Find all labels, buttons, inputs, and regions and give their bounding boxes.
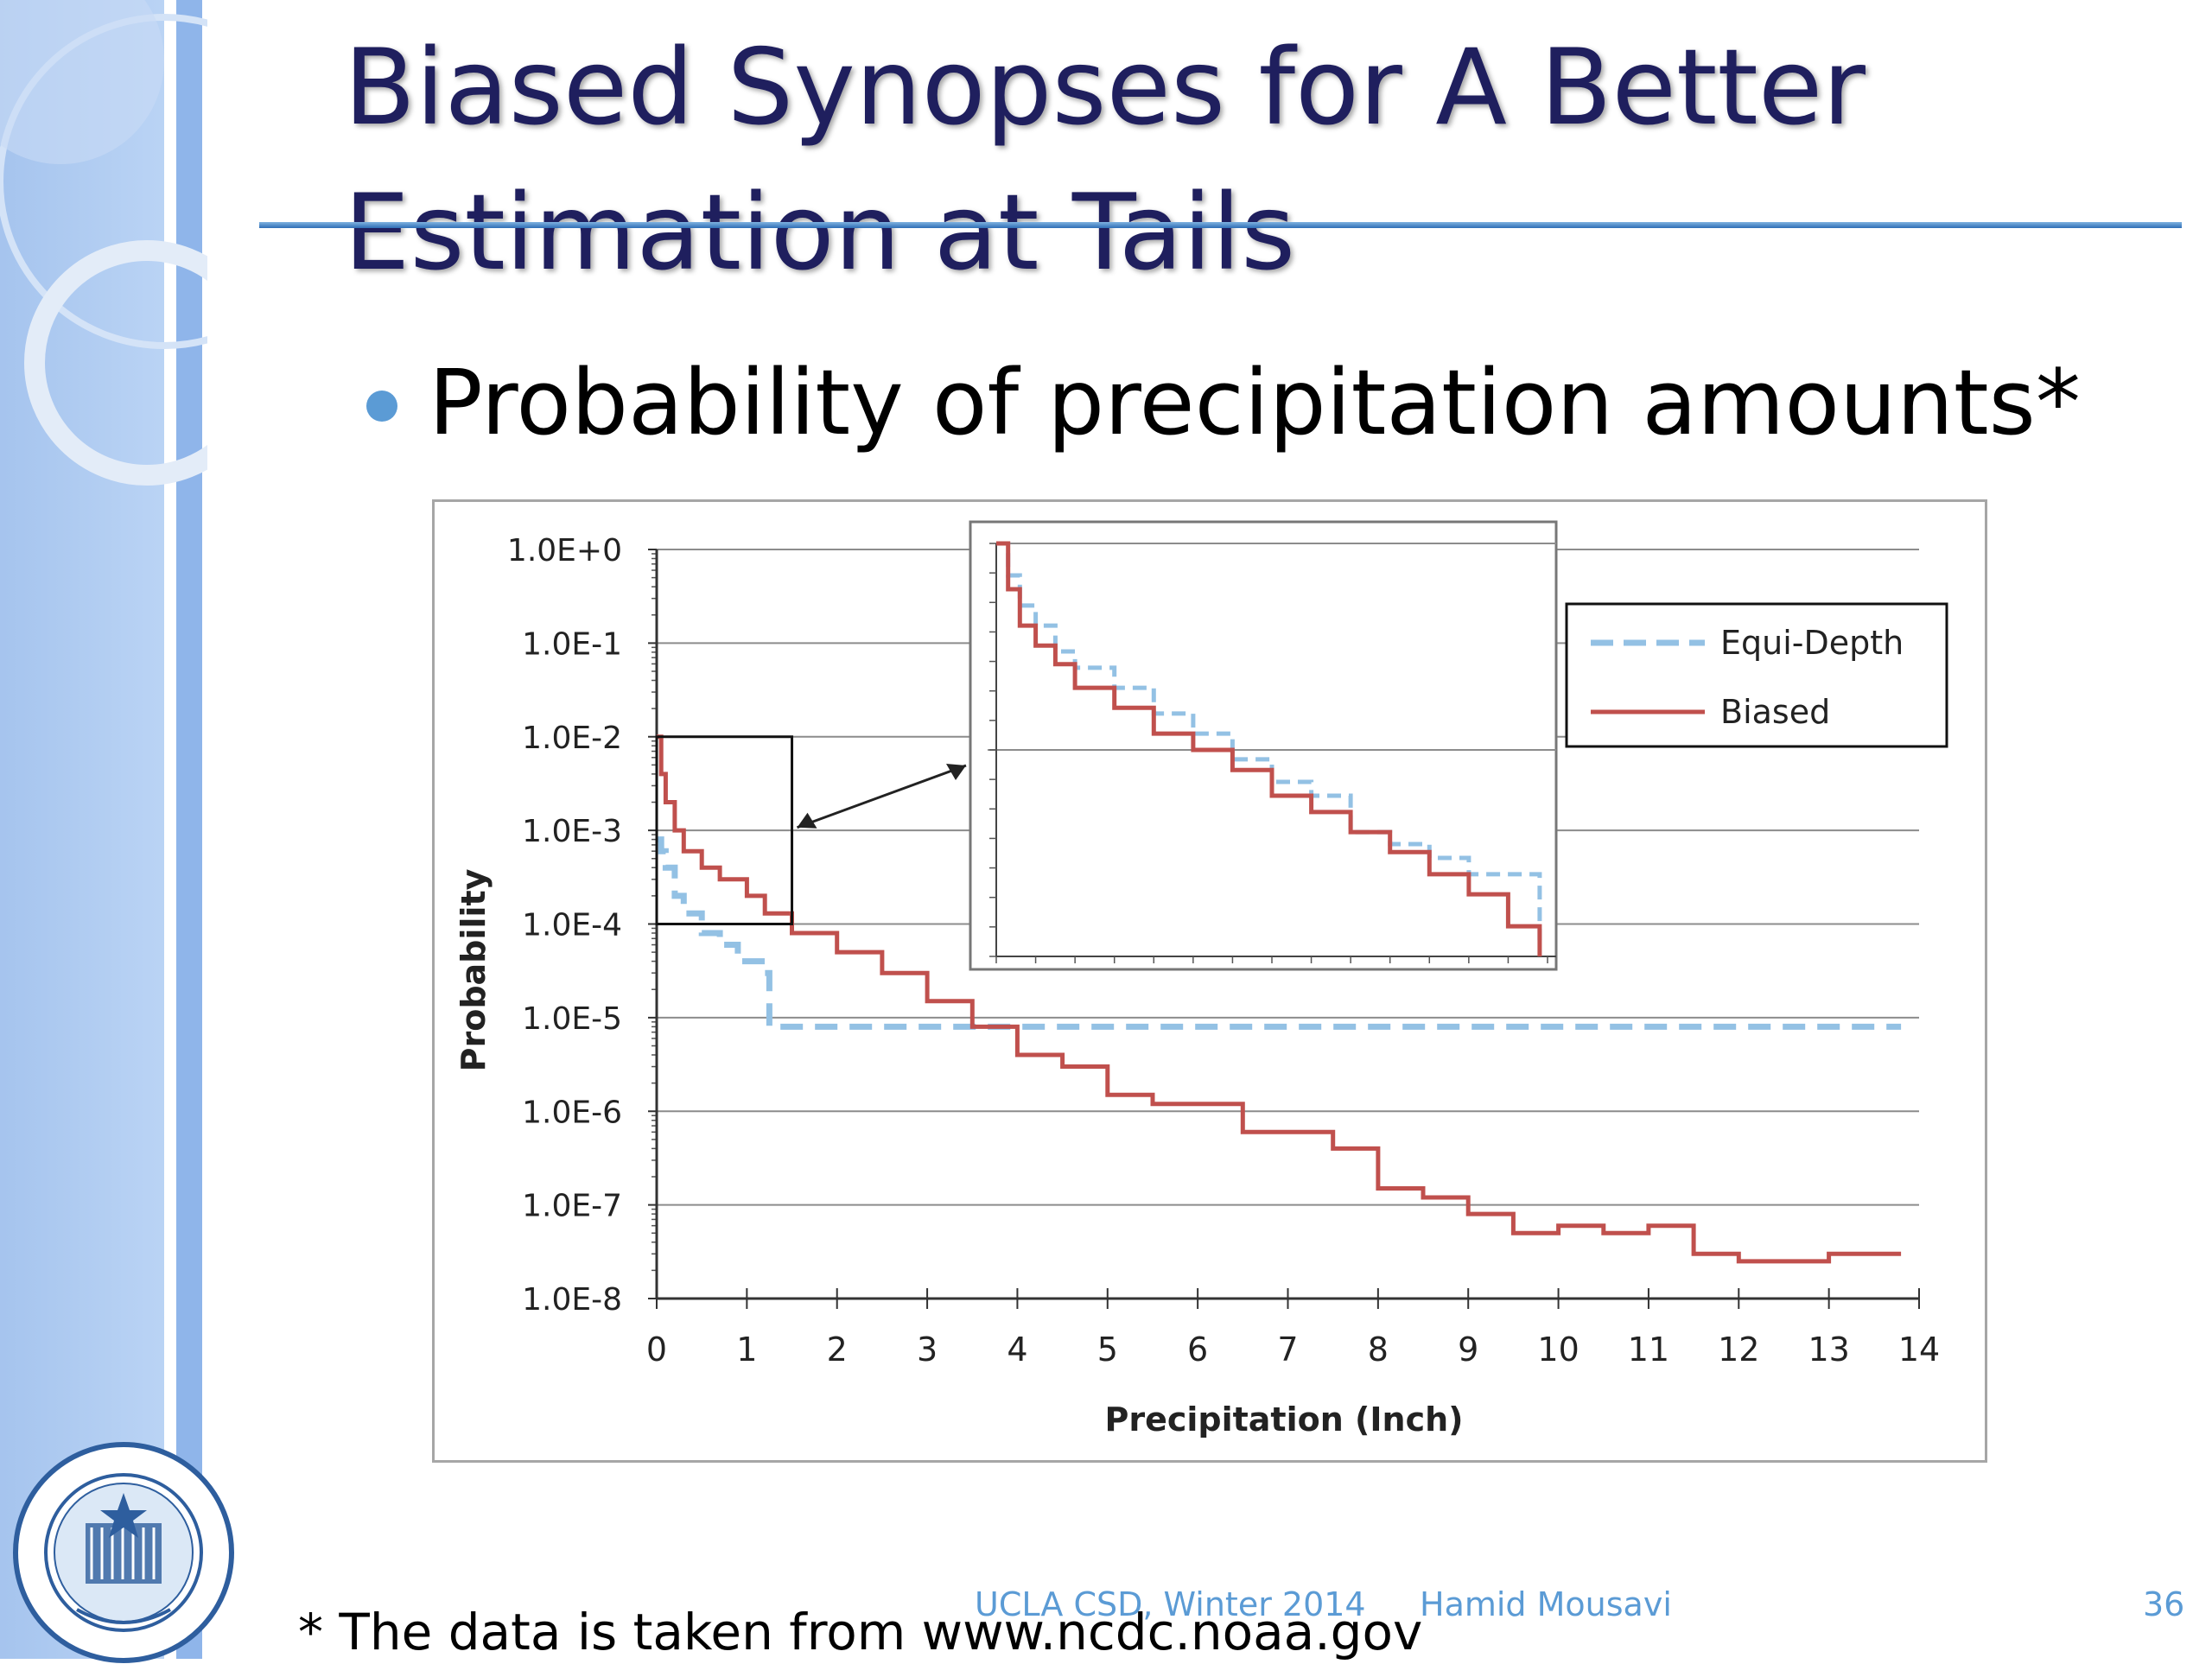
y-tick-label: 1.0E-2: [522, 721, 622, 756]
legend-label: Biased: [1720, 693, 1830, 731]
y-tick-label: 1.0E-4: [522, 908, 622, 943]
inset-biased-line: [996, 541, 1542, 956]
y-tick-label: 1.0E-7: [522, 1189, 622, 1224]
x-tick-label: 11: [1628, 1331, 1669, 1369]
bullet-point-icon: [366, 391, 397, 422]
zoom-annotation: [655, 735, 967, 925]
x-tick-label: 13: [1808, 1331, 1849, 1369]
slide-title-line2: Estimation at Tails: [344, 172, 1296, 294]
biased-line: [657, 734, 1902, 1264]
zoom-arrow-tail: [797, 812, 817, 829]
x-tick-label: 3: [917, 1331, 938, 1369]
y-tick-label: 1.0E-1: [522, 626, 622, 662]
slide-title-line1: Biased Synopses for A Better: [344, 27, 1866, 149]
x-tick-label: 1: [736, 1331, 757, 1369]
y-tick-label: 1.0E-8: [522, 1282, 622, 1318]
footer-author: Hamid Mousavi: [1420, 1585, 1672, 1623]
decorative-circle-medium: [24, 240, 207, 486]
x-tick-label: 7: [1277, 1331, 1298, 1369]
x-tick-label: 4: [1007, 1331, 1027, 1369]
inset-frame: [969, 520, 1558, 971]
x-tick-label: 14: [1898, 1331, 1940, 1369]
y-tick-label: 1.0E+0: [507, 533, 622, 568]
decorative-sidebar: [0, 0, 207, 1659]
bullet-text: Probability of precipitation amounts*: [429, 350, 2081, 455]
slide-title: Biased Synopses for A Better Estimation …: [344, 16, 2158, 306]
x-tick-label: 9: [1458, 1331, 1478, 1369]
zoom-arrow: [797, 764, 967, 829]
inset-chart: [969, 520, 1558, 971]
x-tick-label: 12: [1718, 1331, 1759, 1369]
footer-course: UCLA CSD, Winter 2014: [975, 1585, 1366, 1623]
x-tick-label: 2: [827, 1331, 848, 1369]
page-number: 36: [2143, 1585, 2185, 1623]
university-seal-logo: [13, 1442, 234, 1663]
zoom-box: [655, 735, 794, 925]
x-tick-label: 6: [1187, 1331, 1208, 1369]
y-axis-title: Probability: [454, 868, 493, 1071]
x-tick-label: 5: [1097, 1331, 1118, 1369]
chart-legend: Equi-Depth Biased: [1565, 602, 1948, 748]
legend-box: [1565, 602, 1948, 748]
title-divider: [259, 222, 2182, 228]
y-tick-label: 1.0E-5: [522, 1001, 622, 1037]
y-tick-label: 1.0E-3: [522, 814, 622, 849]
zoom-arrow-head: [946, 764, 966, 780]
decorative-circle-large: [0, 14, 207, 349]
x-tick-label: 8: [1368, 1331, 1389, 1369]
x-axis-title: Precipitation (Inch): [1104, 1400, 1463, 1439]
footnote: * The data is taken from www.ncdc.noaa.g…: [298, 1603, 1423, 1661]
decorative-circle-small: [0, 0, 164, 164]
y-tick-label: 1.0E-6: [522, 1095, 622, 1130]
precipitation-chart: 1.0E+0 1.0E-1 1.0E-2 1.0E-3 1.0E-4 1.0E-5 1.0E…: [454, 520, 1948, 1439]
chart-axes: 1.0E+0 1.0E-1 1.0E-2 1.0E-3 1.0E-4 1.0E-5 1.0E…: [507, 533, 1940, 1369]
legend-label: Equi-Depth: [1720, 624, 1904, 662]
x-tick-label: 10: [1537, 1331, 1579, 1369]
x-tick-label: 0: [646, 1331, 667, 1369]
chart-container: 1.0E+0 1.0E-1 1.0E-2 1.0E-3 1.0E-4 1.0E-5 1.0E…: [432, 499, 1987, 1463]
